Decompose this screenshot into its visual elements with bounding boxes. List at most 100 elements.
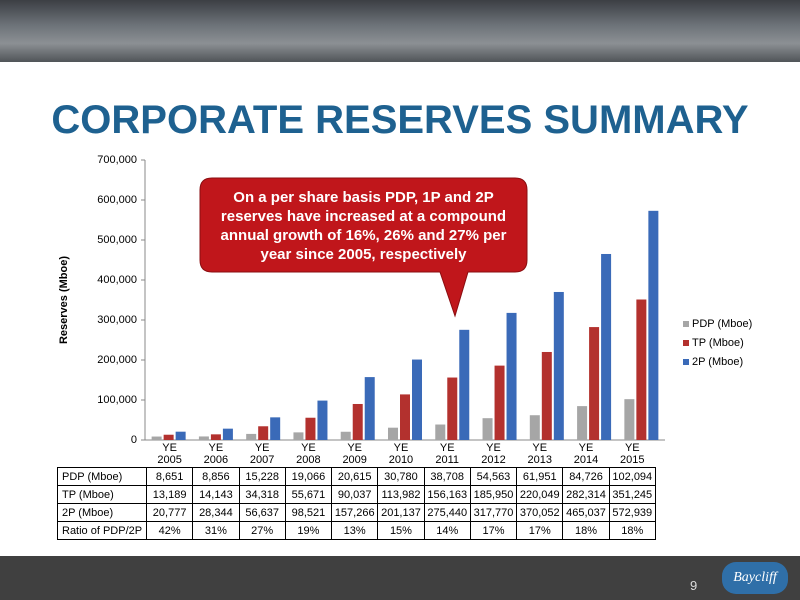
y-tick-label: 300,000: [97, 314, 137, 326]
bar: [482, 418, 493, 440]
table-cell: 34,318: [238, 485, 286, 504]
bar: [553, 291, 564, 440]
table-cell: 13,189: [145, 485, 194, 504]
table-cell: 317,770: [469, 503, 518, 522]
table-row: 2P (Mboe) 20,777 28,344 56,637 98,521 157,266…: [57, 503, 656, 522]
x-tick-label: YE 2005: [157, 441, 182, 466]
table-corner: [58, 440, 147, 468]
callout-text: On a per share basis PDP, 1P and 2P rese…: [220, 189, 507, 263]
x-tick-label: YE 2012: [481, 441, 506, 466]
x-tick-label: YE 2013: [527, 441, 552, 466]
legend-swatch: [683, 321, 689, 327]
table-cell: 90,037: [331, 485, 379, 504]
x-tick-cell: YE 2011: [424, 440, 470, 468]
chart: Reserves (Mboe) 0 100,000 200,000 300,000 40…: [58, 154, 752, 446]
table-cell: 19%: [284, 521, 333, 540]
bar: [246, 433, 257, 440]
x-tick-cell: YE 2010: [378, 440, 424, 468]
bar: [506, 312, 517, 440]
header-image: [0, 0, 800, 62]
legend-label: PDP (Mboe): [692, 318, 752, 330]
bar: [222, 428, 233, 440]
x-tick-label: YE 2008: [296, 441, 321, 466]
callout: On a per share basis PDP, 1P and 2P rese…: [200, 180, 527, 272]
bar: [151, 436, 162, 440]
x-tick-label: YE 2014: [573, 441, 599, 466]
table-cell: 370,052: [516, 503, 564, 522]
bar: [624, 399, 635, 440]
x-tick-cell: YE 2005: [147, 440, 193, 468]
table-cell: 14%: [423, 521, 471, 540]
table-cell: 8,651: [145, 467, 194, 486]
table-cell: 30,780: [377, 467, 425, 486]
x-tick-label: YE 2011: [435, 441, 460, 466]
bar: [293, 432, 304, 440]
table-cell: 18%: [608, 521, 656, 540]
bar: [388, 427, 398, 440]
x-tick-cell: YE 2006: [193, 440, 239, 468]
y-tick-label: 600,000: [97, 194, 137, 206]
slide-title: CORPORATE RESERVES SUMMARY: [51, 98, 749, 142]
bar: [317, 400, 328, 440]
table-cell: 572,939: [608, 503, 656, 522]
bar: [601, 253, 612, 440]
bar: [270, 417, 281, 440]
bar: [494, 365, 505, 440]
y-tick-label: 0: [131, 434, 137, 446]
table-cell: 98,521: [284, 503, 333, 522]
x-tick-cell: YE 2013: [517, 440, 563, 468]
data-table: YE 2005 YE 2006 YE 2007 YE 2008 YE 2009 YE 20…: [57, 440, 656, 540]
x-tick-label: YE 2007: [249, 441, 275, 466]
x-tick-label: YE 2006: [203, 441, 229, 466]
table-cell: 17%: [469, 521, 518, 540]
table-cell: 20,777: [145, 503, 194, 522]
x-tick-cell: YE 2014: [563, 440, 609, 468]
x-tick-cell: YE 2015: [609, 440, 655, 468]
row-label: TP (Mboe): [57, 485, 147, 504]
x-tick-cell: YE 2008: [285, 440, 331, 468]
table-cell: 13%: [331, 521, 379, 540]
table-cell: 27%: [238, 521, 286, 540]
table-cell: 220,049: [516, 485, 564, 504]
y-axis-label: Reserves (Mboe): [58, 256, 70, 344]
callout-box: [199, 177, 528, 318]
legend-swatch: [683, 340, 689, 346]
legend-label: 2P (Mboe): [692, 356, 743, 368]
table-cell: 84,726: [562, 467, 610, 486]
table-header-row: YE 2005 YE 2006 YE 2007 YE 2008 YE 2009 YE 20…: [58, 440, 656, 468]
table-cell: 102,094: [608, 467, 656, 486]
bar: [258, 426, 269, 440]
y-tick-label: 500,000: [97, 234, 137, 246]
x-tick-label: YE 2015: [620, 441, 645, 466]
bar: [340, 431, 351, 440]
bar: [529, 415, 540, 440]
bar: [447, 377, 458, 440]
footer-bar: [0, 556, 800, 600]
bar: [400, 394, 410, 440]
x-tick-label: YE 2010: [388, 441, 414, 466]
legend-swatch: [683, 359, 689, 365]
bar: [648, 210, 659, 440]
y-tick-label: 700,000: [97, 154, 137, 166]
table-cell: 275,440: [423, 503, 471, 522]
table-cell: 8,856: [192, 467, 240, 486]
bar: [352, 403, 363, 440]
logo: Baycliff: [722, 562, 788, 594]
y-tick-label: 200,000: [97, 354, 137, 366]
table-cell: 31%: [192, 521, 240, 540]
x-tick-cell: YE 2009: [332, 440, 378, 468]
table-cell: 38,708: [423, 467, 471, 486]
table-cell: 20,615: [331, 467, 379, 486]
table-cell: 18%: [562, 521, 610, 540]
bar: [175, 431, 186, 440]
y-tick-label: 400,000: [97, 274, 137, 286]
table-cell: 465,037: [562, 503, 610, 522]
x-tick-label: YE 2009: [342, 441, 367, 466]
table-cell: 54,563: [469, 467, 518, 486]
table-row: PDP (Mboe) 8,651 8,856 15,228 19,066 20,615 30…: [57, 467, 656, 486]
table-cell: 61,951: [516, 467, 564, 486]
table-cell: 19,066: [284, 467, 333, 486]
table-row: TP (Mboe) 13,189 14,143 34,318 55,671 90,037 1…: [57, 485, 656, 504]
row-label: 2P (Mboe): [57, 503, 147, 522]
table-cell: 157,266: [331, 503, 379, 522]
